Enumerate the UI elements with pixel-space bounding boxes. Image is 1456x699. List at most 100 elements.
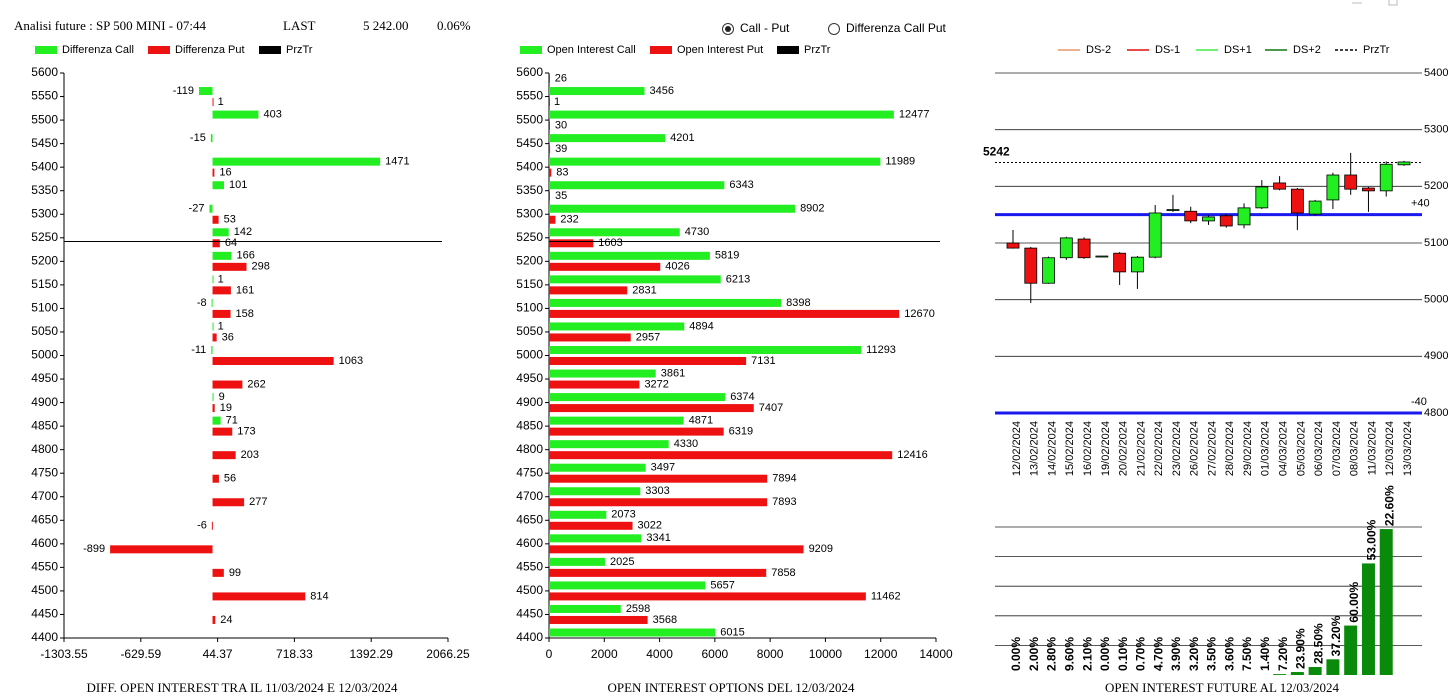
candle-body [1237, 207, 1251, 226]
x-tick-label: 2000 [591, 647, 618, 661]
legend-swatch [148, 46, 170, 54]
bar-label: 12416 [897, 449, 928, 461]
bar [212, 168, 215, 177]
y-tick-label: 5500 [31, 112, 58, 126]
bar [212, 239, 220, 248]
legend-swatch [650, 46, 672, 54]
bar-label: 7407 [759, 402, 783, 414]
legend-label: Open Interest Call [547, 44, 636, 56]
bar-label: 26 [555, 72, 567, 84]
bar [549, 157, 881, 166]
bar-label: 173 [237, 426, 255, 438]
x-tick-label: 06/03/2024 [1313, 421, 1325, 476]
bar-label: 12477 [899, 108, 930, 120]
bar-label: 2598 [626, 603, 650, 615]
bar-label: 24 [220, 614, 232, 626]
y-tick-label: 4400 [516, 630, 543, 644]
x-tick-label: 27/02/2024 [1206, 421, 1218, 476]
bar [1308, 667, 1322, 675]
bar-label: 11989 [885, 156, 915, 168]
last-label: LAST [283, 18, 316, 33]
y-tick-label: 5200 [516, 254, 543, 268]
y-tick-label: 4750 [31, 465, 58, 479]
x-tick-label: 05/03/2024 [1295, 421, 1307, 476]
level-label: +40 [1411, 198, 1430, 210]
bar-label: -11 [191, 344, 206, 356]
bar-label: 4730 [685, 226, 709, 238]
bar-label: 16 [219, 167, 231, 179]
bar [212, 498, 245, 507]
bar [549, 215, 556, 224]
x-tick-label: 13/03/2024 [1402, 421, 1414, 476]
bar-annotation: 0.00% [1009, 637, 1023, 671]
bar [212, 568, 224, 577]
bar-label: 8902 [800, 203, 824, 215]
bar-annotation: 2.10% [1080, 637, 1094, 671]
bar-label: 7893 [772, 496, 796, 508]
bar-label: 1 [218, 273, 224, 285]
bar-annotation: 3.50% [1205, 637, 1219, 671]
y-tick-label: 5450 [31, 136, 58, 150]
bar-label: 64 [225, 237, 237, 249]
bar [549, 615, 648, 624]
y-tick-label: 5000 [516, 348, 543, 362]
bar [549, 380, 640, 389]
y-tick-label: 5600 [516, 65, 543, 79]
bar-label: 4894 [689, 320, 713, 332]
bar-label: 3303 [645, 485, 669, 497]
bar-annotation: 0.10% [1116, 637, 1130, 671]
y-tick-label: 5100 [1424, 237, 1448, 249]
legend-label: DS-1 [1155, 44, 1180, 56]
legend-label: Differenza Call [62, 44, 134, 56]
bar [549, 557, 605, 566]
y-tick-label: 4550 [31, 560, 58, 574]
radio-label[interactable]: Differenza Call Put [846, 21, 946, 35]
x-tick-label: 20/02/2024 [1118, 421, 1130, 476]
bar-label: -15 [190, 132, 206, 144]
bar-annotation: 22.60% [1382, 485, 1396, 526]
bar-label: 6374 [730, 391, 754, 403]
y-tick-label: 4950 [31, 371, 58, 385]
candle-body [1379, 163, 1393, 192]
y-tick-label: 5100 [516, 301, 543, 315]
bar-label: 5657 [710, 579, 734, 591]
y-tick-label: 4500 [31, 583, 58, 597]
bar-annotation: 3.60% [1222, 637, 1236, 671]
radio-button[interactable] [828, 23, 840, 35]
bar-label: 2831 [632, 284, 656, 296]
bar [198, 87, 213, 96]
y-tick-label: 4600 [516, 536, 543, 550]
bar-annotation: 9.60% [1062, 637, 1076, 671]
bar [549, 568, 767, 577]
bar-label: 403 [263, 108, 281, 120]
bar-label: 2025 [610, 556, 634, 568]
x-tick-label: 2066.25 [426, 647, 470, 661]
y-tick-label: 4550 [516, 560, 543, 574]
bar-label: 1 [218, 96, 224, 108]
bar-label: 262 [247, 378, 265, 390]
radio-label[interactable]: Call - Put [740, 21, 790, 35]
y-tick-label: 5400 [31, 159, 58, 173]
bar-label: 6319 [729, 426, 753, 438]
x-tick-label: -629.59 [120, 647, 161, 661]
bar [549, 87, 645, 96]
bar-label: 8398 [786, 297, 810, 309]
bar-label: 35 [555, 190, 567, 202]
x-tick-label: 21/02/2024 [1135, 421, 1147, 476]
bar-label: 3022 [638, 520, 662, 532]
y-tick-label: 4850 [516, 418, 543, 432]
bar [549, 604, 621, 613]
bar-label: -27 [189, 203, 205, 215]
bar-annotation: 0.00% [1098, 637, 1112, 671]
bar [549, 498, 768, 507]
y-tick-label: 5300 [1424, 124, 1448, 136]
bar [549, 346, 862, 354]
bar [549, 145, 551, 154]
maximize-button[interactable] [1388, 0, 1398, 6]
bar [212, 262, 247, 271]
bar [212, 615, 216, 624]
x-tick-label: -1303.55 [40, 647, 88, 661]
bar-label: 9 [219, 391, 225, 403]
bar-label: 3272 [644, 378, 668, 390]
bar [209, 204, 213, 213]
